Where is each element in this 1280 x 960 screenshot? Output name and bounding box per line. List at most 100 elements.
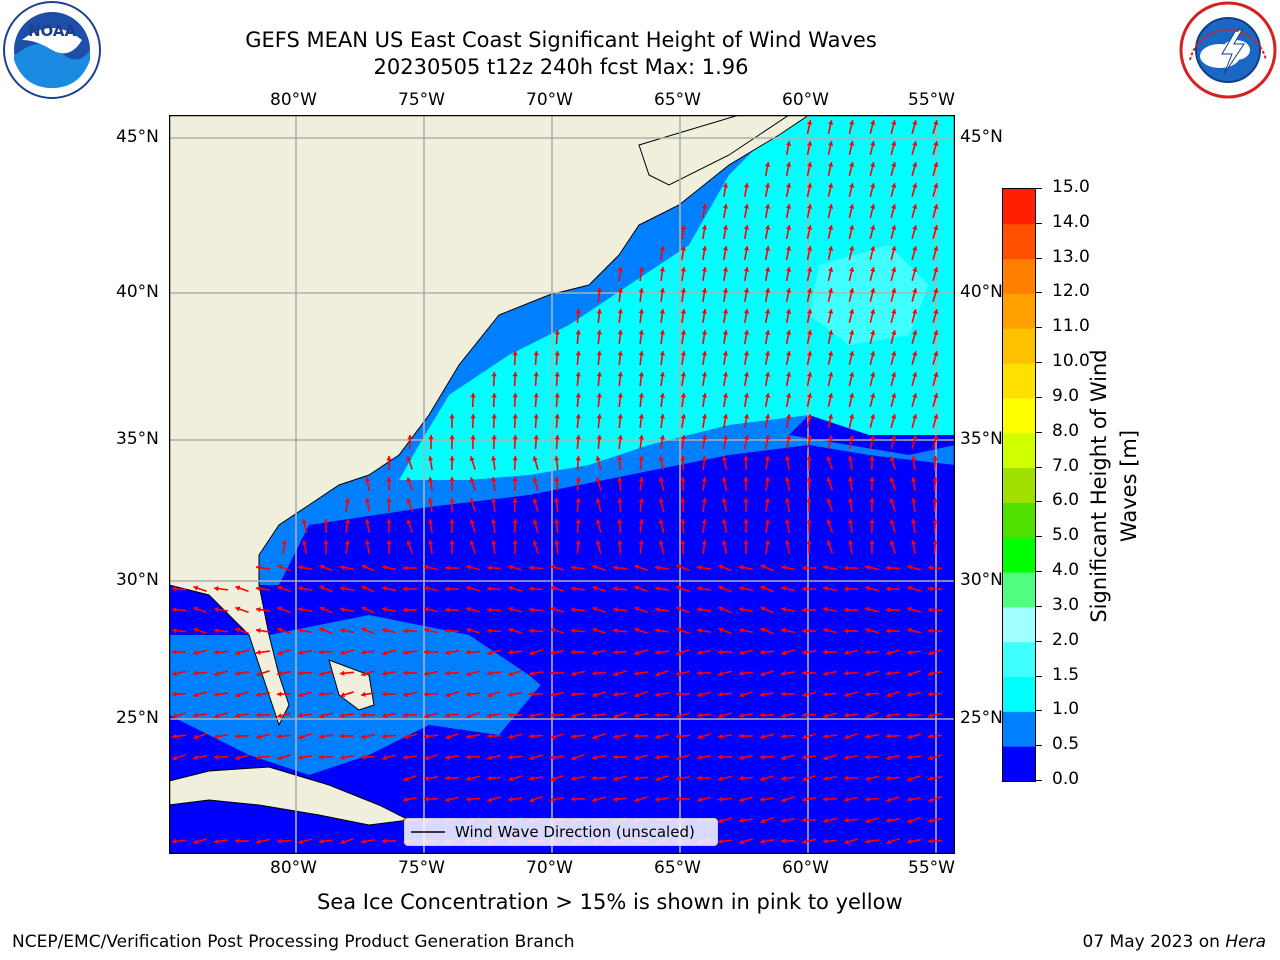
wind-wave-arrowhead bbox=[361, 627, 367, 633]
wind-wave-arrowhead bbox=[508, 649, 513, 655]
wind-wave-arrowhead bbox=[382, 755, 388, 761]
land-cuba bbox=[168, 766, 411, 826]
wind-wave-arrowhead bbox=[701, 288, 708, 293]
wind-wave-arrowhead bbox=[743, 519, 749, 524]
colorbar-tick-label: 8.0 bbox=[1052, 420, 1080, 441]
wind-wave-arrowhead bbox=[697, 692, 702, 698]
wind-wave-arrowhead bbox=[865, 818, 871, 824]
land-nova-scotia bbox=[638, 114, 791, 186]
wind-wave-arrowhead bbox=[319, 671, 324, 677]
wind-wave-arrowhead bbox=[806, 288, 813, 293]
wind-wave-arrowhead bbox=[655, 627, 660, 634]
wind-wave-arrowhead bbox=[617, 435, 623, 440]
wind-wave-arrowhead bbox=[277, 627, 283, 633]
wind-wave-arrowhead bbox=[844, 565, 849, 571]
lat-label-left: 30°N bbox=[116, 570, 159, 590]
wind-wave-arrowhead bbox=[659, 330, 666, 335]
wind-wave-arrowhead bbox=[364, 498, 371, 503]
wind-wave-arrowhead bbox=[781, 755, 787, 761]
wind-wave-arrowhead bbox=[595, 540, 601, 546]
wind-wave-arrowhead bbox=[277, 755, 283, 761]
wind-wave-arrowhead bbox=[739, 650, 744, 656]
wind-wave-arrowhead bbox=[847, 540, 854, 545]
wind-wave-arrowhead bbox=[403, 670, 408, 676]
wind-wave-arrowhead bbox=[844, 839, 850, 845]
wind-wave-arrowhead bbox=[865, 564, 870, 570]
wind-wave-arrowhead bbox=[760, 585, 766, 591]
colorbar-tick-label: 7.0 bbox=[1052, 455, 1080, 476]
colorbar-swatch bbox=[1003, 258, 1035, 294]
wind-wave-arrowhead bbox=[634, 712, 639, 719]
wind-wave-arrowhead bbox=[469, 498, 475, 504]
wind-wave-arrowhead bbox=[784, 519, 791, 524]
colorbar-swatch bbox=[1003, 328, 1035, 364]
wind-wave-arrowhead bbox=[613, 691, 618, 698]
wind-wave-arrowhead bbox=[592, 606, 598, 612]
wind-wave-arrowhead bbox=[870, 288, 876, 293]
wind-wave-arrowhead bbox=[680, 456, 686, 461]
wind-wave-arrowhead bbox=[886, 628, 891, 634]
wind-wave-arrowhead bbox=[806, 183, 813, 188]
chart-subtitle: 20230505 t12z 240h fcst Max: 1.96 bbox=[373, 55, 749, 79]
wind-wave-arrowhead bbox=[910, 456, 917, 461]
wind-wave-arrowhead bbox=[298, 839, 304, 845]
wind-wave-arrowhead bbox=[928, 586, 933, 592]
wind-wave-arrowhead bbox=[298, 564, 303, 571]
wind-wave-arrowhead bbox=[844, 628, 849, 634]
wind-wave-arrowhead bbox=[658, 456, 664, 461]
wind-wave-arrowhead bbox=[865, 691, 870, 698]
wind-wave-arrowhead bbox=[508, 585, 514, 591]
wind-wave-arrowhead bbox=[886, 733, 891, 739]
wind-wave-arrowhead bbox=[172, 713, 178, 719]
wind-wave-arrowhead bbox=[865, 585, 870, 591]
wind-wave-arrowhead bbox=[802, 754, 807, 761]
colorbar-tick-label: 13.0 bbox=[1052, 246, 1090, 267]
wind-wave-arrowhead bbox=[764, 162, 771, 167]
wind-wave-arrowhead bbox=[508, 606, 514, 612]
wind-wave-arrowhead bbox=[617, 456, 623, 461]
wind-wave-arrowhead bbox=[466, 776, 471, 782]
wind-wave-arrowhead bbox=[701, 204, 708, 209]
wind-wave-arrowhead bbox=[382, 670, 387, 677]
wind-wave-arrowhead bbox=[722, 435, 729, 440]
wind-wave-arrowhead bbox=[340, 606, 345, 613]
wind-wave-arrowhead bbox=[487, 586, 492, 592]
wind-wave-arrowhead bbox=[554, 393, 560, 398]
wind-wave-arrowhead bbox=[487, 775, 492, 781]
wind-wave-arrowhead bbox=[508, 627, 514, 633]
wind-wave-arrowhead bbox=[445, 670, 450, 676]
wind-wave-arrowhead bbox=[760, 818, 766, 824]
wind-wave-arrowhead bbox=[869, 540, 875, 545]
wind-wave-arrowhead bbox=[277, 733, 282, 739]
wind-wave-arrowhead bbox=[680, 435, 687, 440]
wind-wave-arrowhead bbox=[743, 498, 749, 503]
wind-wave-arrowhead bbox=[865, 713, 871, 719]
wind-wave-arrowhead bbox=[554, 498, 560, 503]
lon-label-top: 65°W bbox=[654, 90, 701, 110]
wind-wave-arrowhead bbox=[403, 776, 409, 782]
wind-wave-arrowhead bbox=[781, 585, 786, 592]
wind-wave-arrowhead bbox=[655, 671, 661, 677]
wind-wave-arrowhead bbox=[487, 650, 493, 656]
wind-wave-arrowhead bbox=[828, 288, 834, 293]
wind-wave-arrowhead bbox=[172, 733, 177, 740]
wind-wave-arrowhead bbox=[785, 204, 792, 209]
wind-wave-arrowhead bbox=[743, 435, 750, 440]
wind-wave-arrowhead bbox=[364, 519, 371, 524]
wind-wave-arrowhead bbox=[403, 796, 408, 803]
wind-wave-arrowhead bbox=[802, 628, 807, 634]
wind-wave-arrowhead bbox=[697, 564, 702, 571]
wind-wave-arrowhead bbox=[849, 141, 855, 146]
colorbar-swatch bbox=[1003, 363, 1035, 399]
wind-wave-arrowhead bbox=[193, 734, 199, 740]
wind-wave-arrowhead bbox=[655, 585, 660, 592]
wind-wave-arrowhead bbox=[781, 606, 786, 613]
wind-wave-arrowhead bbox=[739, 839, 745, 845]
wind-wave-arrowhead bbox=[912, 267, 918, 273]
wind-wave-arrowhead bbox=[701, 477, 708, 482]
wind-wave-arrowhead bbox=[849, 393, 855, 398]
wind-wave-arrowhead bbox=[529, 607, 534, 613]
wind-wave-arrowhead bbox=[235, 692, 241, 698]
wind-wave-arrowhead bbox=[529, 586, 534, 592]
lon-label-top: 70°W bbox=[526, 90, 573, 110]
